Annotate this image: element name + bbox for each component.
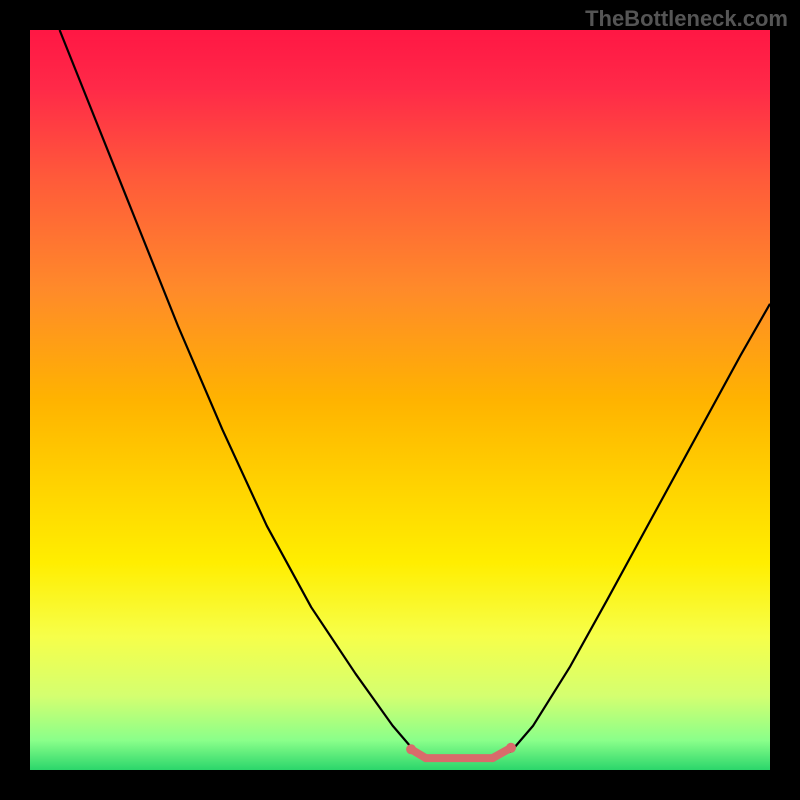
plot-area <box>30 30 770 770</box>
watermark-text: TheBottleneck.com <box>585 6 788 32</box>
bottleneck-chart <box>0 0 800 800</box>
chart-container: TheBottleneck.com <box>0 0 800 800</box>
